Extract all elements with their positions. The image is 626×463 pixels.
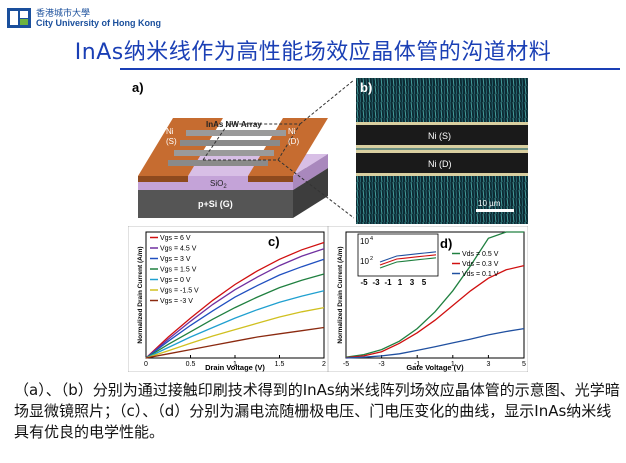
x-tick-label: 1 bbox=[233, 361, 237, 368]
legend-entry: Vgs = 6 V bbox=[160, 235, 191, 242]
panel-a-label: a) bbox=[132, 80, 144, 95]
series-line bbox=[145, 290, 325, 359]
x-tick-label: 1 bbox=[451, 361, 455, 368]
zoom-connector-top bbox=[299, 79, 354, 125]
legend-entry: Vgs = -1.5 V bbox=[160, 288, 199, 295]
cityu-logo-icon bbox=[7, 8, 31, 28]
panel-a-schematic: a) Ni (S) Ni (D) InAs NW Array SiO2 p+Si… bbox=[128, 78, 354, 228]
inset-series-line bbox=[379, 257, 437, 269]
x-tick-label: 5 bbox=[522, 361, 526, 368]
channel-gap bbox=[356, 148, 528, 150]
x-tick-label: 2 bbox=[322, 361, 326, 368]
y-axis-label: Normalized Drain Current (A/m) bbox=[137, 246, 144, 343]
series-line bbox=[145, 273, 325, 359]
logo-chinese-name: 香港城市大學 bbox=[36, 9, 91, 19]
sio2-label: SiO2 bbox=[210, 179, 227, 190]
panel-b-label: b) bbox=[360, 80, 372, 95]
ni-source-edge-top bbox=[356, 122, 528, 125]
x-axis-label: Gate Voltage (V) bbox=[406, 363, 464, 372]
ni-drain-label: Ni bbox=[288, 127, 296, 136]
inset-x-tick-label: -1 bbox=[384, 278, 392, 287]
legend-entry: Vds = 0.3 V bbox=[462, 261, 499, 268]
chart-background bbox=[128, 226, 328, 372]
ni-drain-sub-label: (D) bbox=[288, 137, 299, 146]
scale-bar bbox=[476, 209, 514, 212]
x-tick-label: -1 bbox=[414, 361, 420, 368]
x-axis-label: Drain Voltage (V) bbox=[205, 363, 265, 372]
series-line bbox=[345, 327, 525, 359]
ni-drain-electrode bbox=[356, 153, 528, 173]
legend-entry: Vgs = 3 V bbox=[160, 256, 191, 263]
nw-array-label: InAs NW Array bbox=[206, 120, 262, 129]
series-line bbox=[145, 258, 325, 359]
x-tick-label: 1.5 bbox=[275, 361, 285, 368]
ni-source-label: Ni bbox=[166, 127, 174, 136]
title-underline bbox=[120, 68, 620, 70]
slide-title: InAs纳米线作为高性能场效应晶体管的沟道材料 bbox=[74, 40, 552, 65]
ni-source-edge-bottom bbox=[356, 145, 528, 148]
x-tick-label: 0 bbox=[144, 361, 148, 368]
legend-entry: Vgs = -3 V bbox=[160, 298, 193, 305]
legend-entry: Vgs = 4.5 V bbox=[160, 246, 197, 253]
inset-x-tick-label: -3 bbox=[372, 278, 380, 287]
series-line bbox=[345, 264, 525, 359]
panel-label: c) bbox=[268, 234, 280, 249]
ni-d-label: Ni (D) bbox=[428, 159, 452, 169]
legend-entry: Vgs = 1.5 V bbox=[160, 267, 197, 274]
inset-series-line bbox=[379, 251, 437, 263]
logo-english-name: City University of Hong Kong bbox=[36, 18, 162, 28]
inset-y-tick-label: 10 bbox=[360, 257, 369, 266]
x-tick-label: 3 bbox=[486, 361, 490, 368]
inset-y-tick-exp: 2 bbox=[370, 256, 373, 262]
panel-c-chart: 0 0.5 1 1.5 2 Drain Voltage (V) Normalized Dra… bbox=[128, 226, 328, 372]
ni-drain-edge-top bbox=[356, 150, 528, 153]
sio2-side bbox=[293, 154, 328, 190]
x-tick-label: 0.5 bbox=[186, 361, 196, 368]
inset-x-tick-label: 1 bbox=[398, 278, 403, 287]
zoom-connector-bottom bbox=[277, 159, 354, 219]
series-line bbox=[145, 326, 325, 359]
ni-s-label: Ni (S) bbox=[428, 131, 451, 141]
figure-caption: （a）、（b）分别为通过接触印刷技术得到的InAs纳米线阵列场效应晶体管的示意图… bbox=[14, 381, 620, 441]
substrate-front bbox=[138, 190, 293, 218]
legend-entry: Vds = 0.5 V bbox=[462, 251, 499, 258]
ni-source-electrode bbox=[356, 125, 528, 145]
figure: a) Ni (S) Ni (D) InAs NW Array SiO2 p+Si… bbox=[128, 78, 528, 373]
inset-x-tick-label: -5 bbox=[360, 278, 368, 287]
plot-frame bbox=[345, 231, 525, 359]
inset-x-tick-label: 3 bbox=[410, 278, 415, 287]
panel-label: d) bbox=[440, 236, 452, 251]
ni-drain-edge-bottom bbox=[356, 173, 528, 176]
series-line bbox=[145, 306, 325, 359]
inset-y-tick-exp: 4 bbox=[370, 236, 373, 242]
y-axis-label: Normalized Drain Current (A/m) bbox=[337, 246, 344, 343]
inset-series-line bbox=[379, 254, 437, 266]
substrate-side bbox=[293, 168, 328, 218]
ni-source-pad-edge bbox=[138, 176, 188, 182]
panel-b-micrograph: b) Ni (S) Ni (D) 10 µm bbox=[356, 78, 528, 224]
series-line bbox=[145, 241, 325, 359]
scale-bar-label: 10 µm bbox=[478, 199, 501, 208]
series-line bbox=[345, 231, 524, 358]
ni-source-sub-label: (S) bbox=[166, 137, 177, 146]
inset-x-tick-label: 5 bbox=[422, 278, 427, 287]
legend-entry: Vds = 0.1 V bbox=[462, 271, 499, 278]
ni-drain-pad-edge bbox=[248, 176, 293, 182]
substrate-label: p+Si (G) bbox=[198, 199, 233, 209]
legend-entry: Vgs = 0 V bbox=[160, 277, 191, 284]
inset-y-tick-label: 10 bbox=[360, 237, 369, 246]
inset-frame bbox=[357, 233, 439, 277]
x-tick-label: -3 bbox=[378, 361, 384, 368]
series-line bbox=[145, 248, 325, 359]
nanowire-array bbox=[168, 130, 286, 166]
x-tick-label: -5 bbox=[343, 361, 349, 368]
